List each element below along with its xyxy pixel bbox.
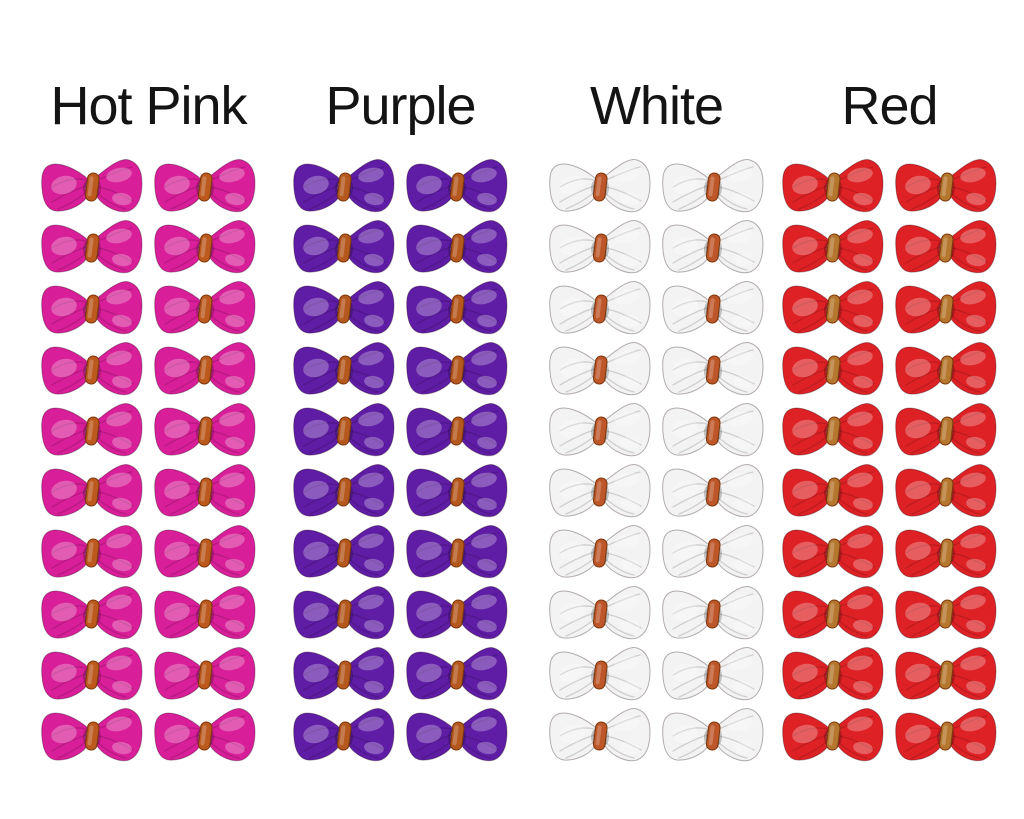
bow-icon [781, 706, 885, 766]
bow-icon [781, 645, 885, 705]
bow-icon [548, 706, 652, 766]
color-group-label: White [589, 76, 724, 136]
bow-icon [781, 218, 885, 278]
bow-icon [661, 645, 765, 705]
bow-grid [548, 157, 765, 766]
bow-icon [894, 218, 998, 278]
bow-icon [405, 340, 509, 400]
bow-icon [661, 401, 765, 461]
bow-icon [894, 584, 998, 644]
bow-icon [548, 523, 652, 583]
bow-icon [405, 462, 509, 522]
bow-icon [153, 157, 257, 217]
bow-icon [661, 462, 765, 522]
bow-icon [894, 706, 998, 766]
bow-icon [292, 157, 396, 217]
bow-icon [781, 462, 885, 522]
bow-icon [153, 645, 257, 705]
bow-icon [781, 401, 885, 461]
bow-icon [894, 340, 998, 400]
bow-icon [40, 401, 144, 461]
color-group-label: Hot Pink [50, 76, 247, 136]
bow-icon [292, 523, 396, 583]
bow-icon [40, 279, 144, 339]
color-group-purple: Purple [292, 0, 509, 766]
bow-icon [548, 279, 652, 339]
bow-icon [40, 218, 144, 278]
bow-icon [40, 584, 144, 644]
bow-icon [405, 523, 509, 583]
bow-icon [781, 340, 885, 400]
bow-icon [661, 218, 765, 278]
bow-grid [781, 157, 998, 766]
bow-icon [661, 584, 765, 644]
bow-icon [292, 462, 396, 522]
bow-icon [405, 645, 509, 705]
bow-icon [548, 157, 652, 217]
color-group-white: White [548, 0, 765, 766]
bow-icon [894, 279, 998, 339]
bow-icon [153, 462, 257, 522]
bow-icon [405, 218, 509, 278]
bow-grid [292, 157, 509, 766]
bow-icon [781, 523, 885, 583]
color-group-hot-pink: Hot Pink [40, 0, 257, 766]
bow-icon [292, 706, 396, 766]
bow-icon [548, 645, 652, 705]
bow-icon [292, 401, 396, 461]
bow-icon [153, 401, 257, 461]
bow-icon [153, 340, 257, 400]
bow-icon [405, 584, 509, 644]
bow-icon [781, 279, 885, 339]
bow-icon [894, 401, 998, 461]
bow-icon [153, 279, 257, 339]
bow-icon [292, 279, 396, 339]
color-group-label: Purple [325, 76, 476, 136]
bow-icon [40, 462, 144, 522]
bow-icon [548, 462, 652, 522]
bow-icon [894, 645, 998, 705]
bow-icon [153, 706, 257, 766]
bow-icon [781, 584, 885, 644]
bow-icon [661, 279, 765, 339]
bow-icon [661, 340, 765, 400]
bow-icon [548, 584, 652, 644]
bow-icon [292, 218, 396, 278]
bow-icon [548, 218, 652, 278]
bow-icon [405, 706, 509, 766]
bow-icon [40, 706, 144, 766]
bow-icon [661, 157, 765, 217]
bow-icon [40, 645, 144, 705]
bow-icon [40, 157, 144, 217]
bow-icon [40, 340, 144, 400]
bow-icon [292, 645, 396, 705]
bow-icon [781, 157, 885, 217]
bow-icon [405, 279, 509, 339]
bow-icon [548, 401, 652, 461]
bow-icon [40, 523, 144, 583]
bow-icon [292, 340, 396, 400]
bow-icon [153, 218, 257, 278]
bow-icon [661, 706, 765, 766]
bow-icon [153, 584, 257, 644]
bow-icon [405, 157, 509, 217]
bow-icon [894, 523, 998, 583]
bow-icon [292, 584, 396, 644]
bow-icon [894, 157, 998, 217]
color-group-label: Red [841, 76, 938, 136]
bow-icon [548, 340, 652, 400]
bow-icon [661, 523, 765, 583]
bow-icon [405, 401, 509, 461]
color-group-red: Red [781, 0, 998, 766]
bow-icon [153, 523, 257, 583]
bow-grid [40, 157, 257, 766]
bow-icon [894, 462, 998, 522]
